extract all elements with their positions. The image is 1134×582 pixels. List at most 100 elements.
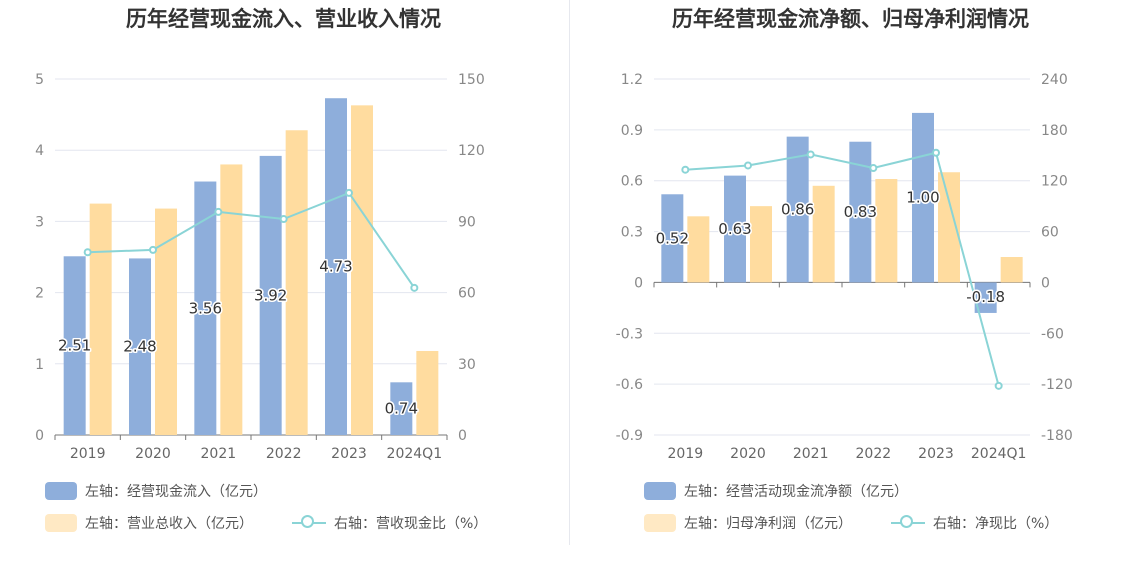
legend-label: 右轴：营收现金比（%） [334,516,488,532]
legend-label: 左轴：经营现金流入（亿元） [85,484,267,500]
legend-item[interactable]: 左轴：经营现金流入（亿元） [45,481,267,501]
bar-data-label: 0.74 [385,400,418,418]
series-line [685,151,1000,387]
x-tick-label: 2021 [201,446,237,462]
y-right-tick-label: 60 [1041,225,1059,241]
y-right-tick-label: 120 [458,143,485,159]
legend-swatch [45,482,77,500]
bar [89,203,112,435]
line-point [806,150,815,159]
y-left-tick-label: 3 [35,214,44,230]
line-point [279,215,288,224]
bar [974,282,997,313]
bar-data-label: 4.73 [319,258,352,276]
y-left-tick-label: -0.9 [616,428,643,444]
bar [285,130,308,436]
bar-data-label: -0.18 [966,288,1005,306]
bar [390,382,413,435]
y-left-tick-label: 0.3 [621,225,643,241]
y-left-tick-label: -0.6 [616,377,643,393]
line-point [410,283,419,292]
bar [849,141,872,283]
y-right-tick-label: -180 [1041,428,1073,444]
bar [155,208,177,435]
bar-data-label: 1.00 [906,189,939,207]
y-left-tick-label: 1.2 [621,72,643,88]
bar [194,181,217,435]
line-point [994,381,1003,390]
legend-label: 右轴：净现比（%） [933,516,1059,532]
legend-item[interactable]: 左轴：经营活动现金流净额（亿元） [644,481,908,501]
bar-data-label: 2.51 [58,337,91,355]
x-tick-label: 2019 [668,446,704,462]
y-left-tick-label: 2 [35,286,44,302]
y-left-tick-label: 5 [35,72,44,88]
y-left-tick-label: 1 [35,357,44,373]
chart-plot: 0 1 2 3 4 5 0 30 60 90 120 150 2019 2020 2021 2022 2023 2… [35,72,485,462]
y-right-tick-label: -120 [1041,377,1073,393]
y-left-tick-label: 0.9 [621,123,643,139]
panel-divider [569,0,570,545]
chart-panel-cash-inflow: 历年经营现金流入、营业收入情况 0 1 2 3 4 5 0 30 60 90 120 150 2019 2… [35,7,487,533]
x-tick-label: 2022 [266,446,302,462]
bar-data-label: 0.52 [656,229,689,247]
legend-item[interactable]: 左轴：营业总收入（亿元） [45,513,253,533]
line-point [932,148,940,157]
legend-swatch [45,514,77,532]
y-right-tick-label: 0 [1041,275,1050,291]
y-right-tick-label: 60 [458,286,476,302]
y-right-tick-label: -60 [1041,326,1064,342]
bar [938,172,960,283]
bar [325,98,347,435]
series-line [87,191,416,289]
legend-swatch [644,482,676,500]
x-tick-label: 2023 [918,446,954,462]
legend-line-icon [891,514,925,532]
bar [220,164,243,435]
bar [786,136,809,283]
legend-item[interactable]: 左轴：归母净利润（亿元） [644,513,852,533]
line-point [744,161,752,170]
legend-label: 左轴：营业总收入（亿元） [85,516,253,532]
chart-title: 历年经营现金流入、营业收入情况 [126,7,441,31]
legend-item[interactable]: 右轴：营收现金比（%） [292,513,487,533]
bar [351,105,373,436]
x-tick-label: 2020 [135,446,171,462]
x-tick-label: 2024Q1 [971,446,1027,462]
bar-data-label: 0.63 [718,220,751,238]
x-tick-label: 2021 [793,446,829,462]
y-right-tick-label: 150 [458,72,485,88]
y-right-tick-label: 120 [1041,174,1068,190]
y-right-tick-label: 30 [458,357,476,373]
bar-data-label: 0.83 [844,203,877,221]
y-right-tick-label: 180 [1041,123,1068,139]
legend-label: 左轴：归母净利润（亿元） [684,516,852,532]
y-left-tick-label: -0.3 [616,326,643,342]
line-point [214,207,223,216]
bar [724,175,746,283]
legend-label: 左轴：经营活动现金流净额（亿元） [684,484,908,500]
chart-panel-net-cash: 历年经营现金流净额、归母净利润情况 -0.9 -0.6 -0.3 0 0.3 0.6 0.9… [567,0,1134,582]
y-right-tick-label: 0 [458,428,467,444]
bar [661,194,684,283]
y-left-tick-label: 0 [634,275,643,291]
y-right-tick-label: 90 [458,214,476,230]
y-left-tick-label: 4 [35,143,44,159]
bar-data-label: 0.86 [781,201,814,219]
legend-line-icon [292,514,326,532]
y-right-tick-label: 240 [1041,72,1068,88]
chart-title: 历年经营现金流净额、归母净利润情况 [672,7,1029,31]
line-point [149,245,157,254]
y-left-tick-label: 0.6 [621,174,643,190]
x-tick-label: 2019 [70,446,106,462]
bar [875,179,898,283]
bar-data-label: 3.92 [254,286,287,304]
x-tick-label: 2022 [856,446,892,462]
x-tick-label: 2023 [331,446,367,462]
bar [63,256,86,435]
line-point [869,164,878,172]
bar [416,350,439,435]
y-left-tick-label: 0 [35,428,44,444]
x-tick-label: 2020 [730,446,766,462]
legend-item[interactable]: 右轴：净现比（%） [891,513,1058,533]
